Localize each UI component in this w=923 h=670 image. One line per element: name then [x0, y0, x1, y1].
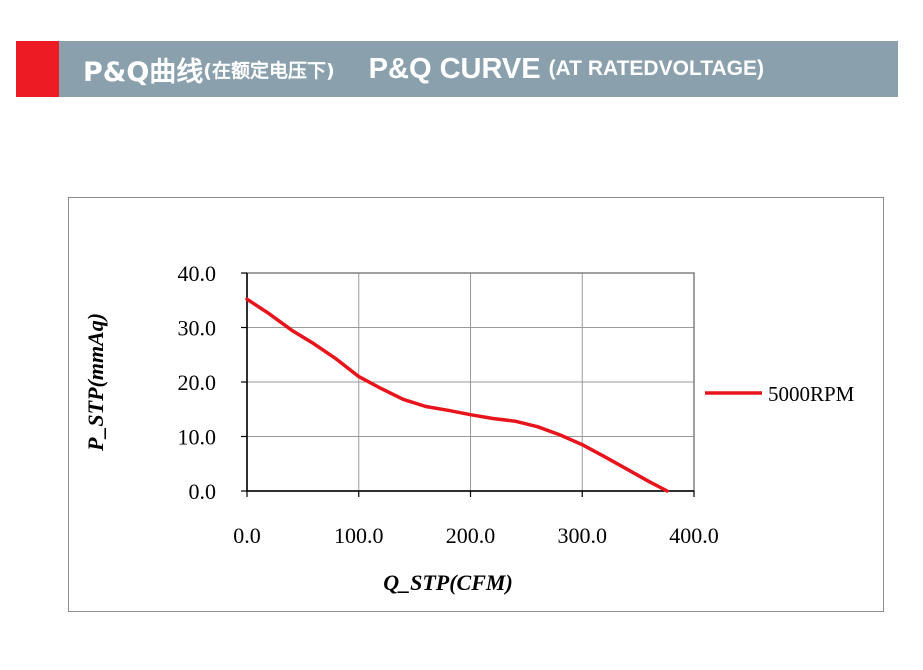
y-tick-label: 30.0 [178, 316, 217, 341]
x-tick-label: 0.0 [233, 523, 261, 548]
x-tick-labels: 0.0 100.0 200.0 300.0 400.0 [233, 523, 719, 548]
x-tick-label: 300.0 [558, 523, 608, 548]
y-tick-label: 0.0 [189, 479, 217, 504]
y-tick-labels: 0.0 10.0 20.0 30.0 40.0 [178, 261, 217, 504]
title-cn: P&Q曲线 [83, 56, 204, 88]
title-cn-sub: (在额定电压下) [203, 59, 335, 82]
x-tick-label: 100.0 [334, 523, 384, 548]
grid-lines [246, 272, 695, 492]
chart-frame [68, 197, 884, 612]
x-tick-label: 400.0 [669, 523, 719, 548]
title-en-sub: (AT RATEDVOLTAGE) [548, 57, 764, 80]
axes [241, 272, 695, 497]
page-header: P&Q曲线 (在额定电压下) P&Q CURVE (AT RATEDVOLTAG… [59, 41, 898, 97]
legend: 5000RPM [705, 382, 855, 406]
header-accent [16, 41, 59, 97]
y-axis-label: P_STP(mmAq) [83, 313, 108, 452]
series-group [245, 297, 669, 493]
x-tick-label: 200.0 [446, 523, 496, 548]
y-tick-label: 20.0 [178, 370, 217, 395]
series-line [245, 297, 669, 493]
y-tick-label: 10.0 [178, 425, 217, 450]
title-en: P&Q CURVE [368, 52, 541, 85]
legend-label: 5000RPM [768, 382, 855, 406]
x-axis-label: Q_STP(CFM) [383, 570, 513, 595]
y-tick-label: 40.0 [178, 261, 217, 286]
